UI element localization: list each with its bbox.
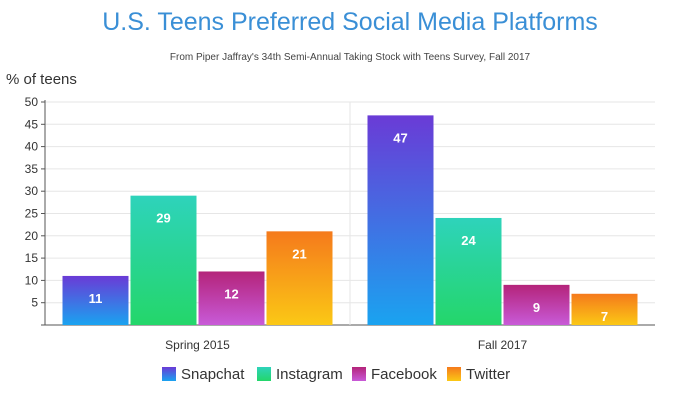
y-tick-label: 50 [25,95,39,109]
legend-entry: Snapchat [181,366,245,383]
legend-entry: Twitter [466,366,510,383]
bar-snapchat [62,275,129,325]
y-tick-label: 10 [25,273,39,287]
bar-twitter [571,293,638,325]
data-label: 9 [533,300,540,315]
data-label: 12 [224,286,238,301]
data-label: 24 [461,233,476,248]
x-category-label: Fall 2017 [478,338,528,352]
y-tick-label: 25 [25,207,39,221]
y-tick-label: 35 [25,162,39,176]
bar-facebook [503,284,570,325]
chart-title: U.S. Teens Preferred Social Media Platfo… [102,8,598,36]
y-tick-label: 45 [25,117,39,131]
legend-swatch [257,367,271,381]
bar-snapchat [367,115,434,325]
y-tick-label: 40 [25,140,39,154]
legend: Snapchat Instagram Facebook Twitter [162,366,510,383]
x-category-label: Spring 2015 [165,338,230,352]
legend-entry: Instagram [276,366,343,383]
data-label: 47 [393,130,407,145]
y-tick-label: 20 [25,229,39,243]
bar-twitter [266,231,333,325]
data-label: 21 [292,246,306,261]
legend-swatch [352,367,366,381]
data-label: 11 [89,291,103,306]
y-tick-label: 30 [25,184,39,198]
chart-subtitle: From Piper Jaffray's 34th Semi-Annual Ta… [170,52,531,63]
y-axis-label: % of teens [6,71,77,88]
y-tick-label: 15 [25,251,39,265]
bar-instagram [435,217,502,325]
bars: 11 29 12 21 47 24 9 7 [62,115,638,325]
bar-facebook [198,271,265,325]
data-label: 29 [156,211,170,226]
y-tick-label: 5 [31,296,38,310]
y-axis-ticks: 5 10 15 20 25 30 35 40 45 50 [25,95,45,326]
legend-swatch [447,367,461,381]
data-label: 7 [601,309,608,324]
x-axis-categories: Spring 2015 Fall 2017 [165,338,527,352]
bar-instagram [130,195,197,325]
legend-entry: Facebook [371,366,437,383]
legend-swatch [162,367,176,381]
